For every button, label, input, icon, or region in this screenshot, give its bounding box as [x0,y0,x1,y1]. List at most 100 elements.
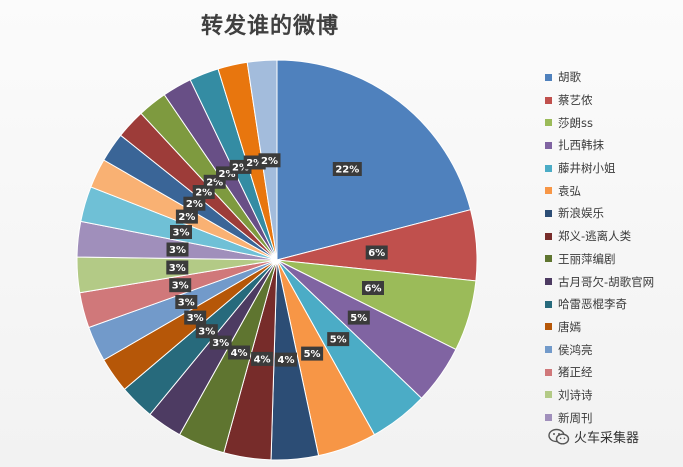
legend-label: 刘诗诗 [558,387,593,402]
data-label-box [228,345,251,360]
data-label-1: 6% [365,245,388,260]
data-label-24: 2% [258,153,281,168]
data-label-9: 3% [209,335,232,350]
data-label-12: 3% [175,295,198,309]
chart-title: 转发谁的微博 [200,14,339,39]
data-label-box [175,295,198,309]
data-label-17: 2% [175,209,198,224]
data-label-text: 6% [365,284,382,295]
legend-label: 侯鸿亮 [558,342,593,357]
data-label-13: 3% [169,278,192,293]
data-label-5: 5% [301,346,324,361]
legend-swatch [545,164,552,172]
legend-label: 郑义-逃离人类 [558,229,632,244]
watermark-text: 火车采集器 [574,431,640,446]
legend-item: 蔡艺侬 [545,89,673,112]
data-label-text: 3% [172,281,189,292]
legend-swatch [545,209,552,217]
legend-item: 郑义-逃离人类 [545,225,673,248]
legend-label: 莎朗ss [558,115,593,130]
legend-item: 猪正经 [545,361,673,384]
data-label-text: 2% [206,177,223,188]
legend-swatch [545,414,552,422]
data-label-box [183,196,206,211]
legend-swatch [545,141,552,149]
data-label-box [251,351,274,366]
data-label-box [166,242,189,257]
data-label-text: 2% [195,188,212,199]
data-label-box [169,278,192,293]
legend-swatch [545,391,552,399]
data-label-box [184,310,207,325]
data-label-box [362,281,384,295]
data-label-text: 5% [330,335,347,346]
legend-item: 王丽萍编剧 [545,248,673,271]
data-label-15: 3% [166,242,189,257]
legend-swatch [545,278,552,286]
legend-swatch [545,119,552,127]
data-label-text: 3% [173,228,190,239]
data-label-8: 4% [228,345,251,360]
legend-swatch [545,300,552,308]
data-label-14: 3% [166,260,189,275]
legend-item: 扎西韩抹 [545,134,673,157]
data-label-text: 3% [187,313,204,324]
legend-item: 藤井树小姐 [545,157,673,180]
data-label-box [170,225,192,239]
data-label-11: 3% [184,310,207,325]
data-label-0: 22% [332,162,362,176]
data-label-text: 3% [178,298,195,309]
legend-swatch [545,346,552,354]
legend-label: 哈雷恶棍李奇 [558,297,627,312]
legend-label: 唐嫣 [558,319,581,334]
data-label-2: 6% [362,281,384,295]
legend-label: 袁弘 [558,183,581,198]
data-label-box [195,324,218,339]
legend-swatch [545,73,552,81]
watermark: 火车采集器 [548,427,639,446]
data-label-box [365,245,388,260]
data-label-text: 22% [335,165,359,176]
data-label-text: 5% [304,349,321,360]
data-label-box [332,162,362,176]
pie-chart: 22%6%6%5%5%5%4%4%4%3%3%3%3%3%3%3%3%2%2%2… [76,59,478,461]
legend-label: 新周刊 [558,410,593,425]
data-label-text: 2% [232,162,249,173]
data-label-18: 2% [183,196,206,211]
legend-swatch [545,96,552,104]
legend-item: 胡歌 [545,66,673,89]
data-label-box [347,310,370,325]
data-label-text: 2% [246,158,263,169]
data-label-7: 4% [251,351,274,366]
legend-item: 刘诗诗 [545,384,673,407]
legend-label: 新浪娱乐 [558,206,604,221]
data-label-box [258,153,281,168]
data-label-text: 2% [186,199,203,210]
data-label-box [275,352,297,367]
legend-item: 侯鸿亮 [545,338,673,361]
data-label-16: 3% [170,225,192,239]
legend-label: 猪正经 [558,365,593,380]
data-label-text: 2% [178,212,195,223]
legend-label: 王丽萍编剧 [558,251,616,266]
data-label-box [209,335,232,350]
legend-item: 新周刊 [545,406,673,429]
data-label-text: 5% [350,313,367,324]
data-label-box [327,332,350,347]
legend-swatch [545,368,552,376]
data-label-text: 2% [219,169,236,180]
legend-swatch [545,232,552,240]
data-label-text: 3% [169,245,186,256]
legend-item: 哈雷恶棍李奇 [545,293,673,316]
legend-item: 袁弘 [545,179,673,202]
legend-swatch [545,255,552,263]
data-label-10: 3% [195,324,218,339]
data-label-text: 3% [212,338,229,349]
data-label-text: 3% [198,327,215,338]
data-label-text: 6% [368,248,385,259]
data-label-4: 5% [327,332,350,347]
legend-swatch [545,323,552,331]
legend-swatch [545,187,552,195]
legend-item: 新浪娱乐 [545,202,673,225]
